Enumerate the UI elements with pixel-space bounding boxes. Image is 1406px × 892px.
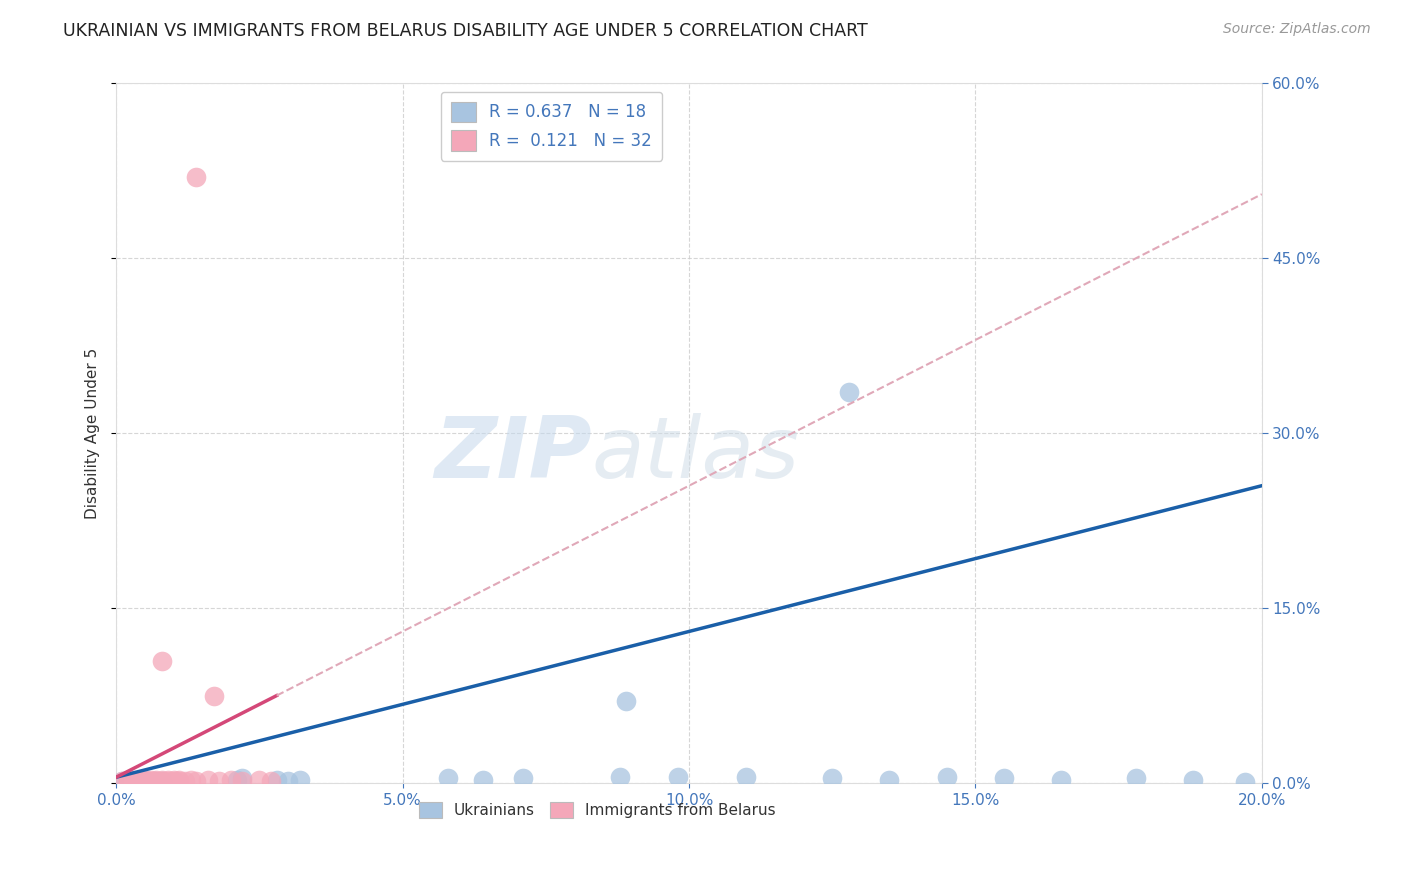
Point bbox=[139, 773, 162, 788]
Text: atlas: atlas bbox=[592, 413, 800, 496]
Text: Source: ZipAtlas.com: Source: ZipAtlas.com bbox=[1223, 22, 1371, 37]
Point bbox=[225, 772, 247, 787]
Point bbox=[666, 770, 689, 784]
Point bbox=[1233, 775, 1256, 789]
Point bbox=[128, 772, 150, 787]
Point bbox=[180, 772, 202, 787]
Point bbox=[122, 775, 145, 789]
Point bbox=[122, 772, 145, 787]
Point bbox=[249, 772, 271, 787]
Point bbox=[471, 772, 494, 787]
Point bbox=[117, 773, 139, 788]
Point bbox=[150, 773, 173, 788]
Text: UKRAINIAN VS IMMIGRANTS FROM BELARUS DISABILITY AGE UNDER 5 CORRELATION CHART: UKRAINIAN VS IMMIGRANTS FROM BELARUS DIS… bbox=[63, 22, 868, 40]
Point bbox=[1182, 772, 1205, 787]
Point bbox=[128, 773, 150, 788]
Point bbox=[111, 773, 134, 788]
Point bbox=[117, 772, 139, 787]
Text: ZIP: ZIP bbox=[434, 413, 592, 496]
Point bbox=[219, 772, 242, 787]
Point bbox=[145, 773, 167, 788]
Point bbox=[609, 770, 631, 784]
Point bbox=[202, 689, 225, 703]
Point bbox=[186, 773, 208, 788]
Point bbox=[139, 775, 162, 789]
Point bbox=[139, 772, 162, 787]
Point bbox=[993, 772, 1015, 786]
Point bbox=[614, 694, 637, 708]
Point bbox=[1050, 772, 1073, 787]
Point bbox=[111, 773, 134, 788]
Point bbox=[838, 385, 860, 400]
Point bbox=[145, 772, 167, 787]
Point bbox=[150, 773, 173, 788]
Point bbox=[134, 772, 156, 787]
Point bbox=[935, 770, 957, 784]
Point bbox=[134, 772, 156, 787]
Point bbox=[162, 773, 184, 788]
Point bbox=[277, 773, 299, 788]
Point bbox=[197, 772, 219, 787]
Point bbox=[156, 773, 179, 788]
Point bbox=[437, 772, 460, 786]
Point bbox=[288, 772, 311, 787]
Point bbox=[231, 773, 253, 788]
Point bbox=[821, 772, 844, 786]
Point bbox=[174, 773, 197, 788]
Legend: Ukrainians, Immigrants from Belarus: Ukrainians, Immigrants from Belarus bbox=[413, 797, 782, 824]
Point bbox=[266, 772, 288, 787]
Point bbox=[208, 773, 231, 788]
Point bbox=[260, 773, 283, 788]
Point bbox=[1125, 772, 1147, 786]
Point bbox=[231, 772, 253, 786]
Point bbox=[879, 772, 901, 787]
Point bbox=[512, 772, 534, 786]
Y-axis label: Disability Age Under 5: Disability Age Under 5 bbox=[86, 348, 100, 519]
Point bbox=[145, 773, 167, 788]
Point bbox=[169, 773, 191, 788]
Point bbox=[162, 772, 184, 787]
Point bbox=[122, 773, 145, 788]
Point bbox=[735, 770, 758, 784]
Point bbox=[186, 169, 208, 184]
Point bbox=[150, 772, 173, 787]
Point bbox=[150, 654, 173, 668]
Point bbox=[117, 772, 139, 787]
Point bbox=[134, 773, 156, 788]
Point bbox=[156, 772, 179, 787]
Point bbox=[169, 772, 191, 787]
Point bbox=[128, 773, 150, 788]
